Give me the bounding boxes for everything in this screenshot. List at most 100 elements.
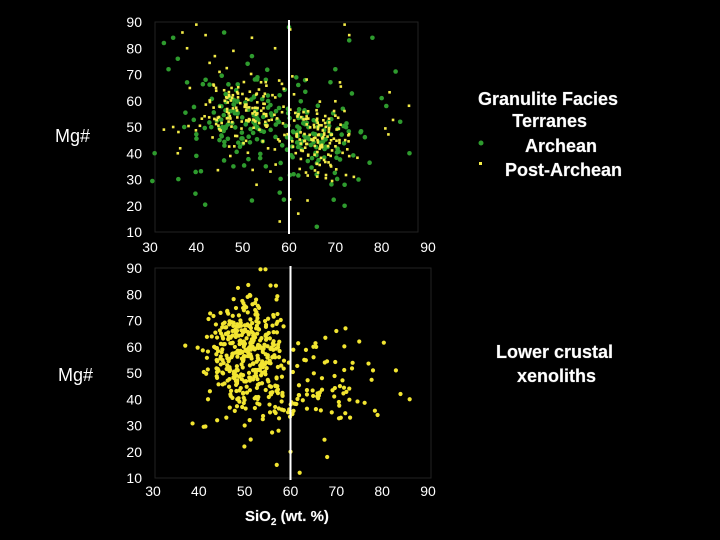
- data-point: [314, 136, 317, 140]
- data-point: [327, 130, 331, 134]
- data-point: [347, 140, 350, 143]
- data-point: [291, 145, 295, 148]
- data-point: [329, 165, 333, 168]
- data-point: [258, 363, 263, 368]
- data-point: [310, 388, 315, 393]
- data-point: [235, 134, 239, 138]
- data-point: [407, 150, 412, 156]
- data-point: [334, 99, 337, 103]
- data-point: [234, 404, 240, 409]
- data-point: [268, 127, 273, 133]
- data-point: [346, 38, 352, 43]
- data-point: [306, 109, 310, 113]
- data-point: [276, 355, 282, 360]
- y-tick-label: 90: [126, 260, 142, 276]
- data-point: [246, 332, 251, 337]
- data-point: [214, 370, 220, 375]
- data-point: [298, 167, 302, 171]
- data-point: [223, 325, 228, 330]
- data-point: [213, 322, 218, 327]
- data-point: [278, 317, 283, 323]
- data-point: [260, 349, 265, 355]
- data-point: [305, 378, 310, 383]
- data-point: [280, 390, 285, 395]
- data-point: [362, 134, 368, 140]
- data-point: [271, 93, 274, 97]
- data-point: [232, 408, 237, 414]
- data-point: [347, 133, 350, 137]
- data-point: [222, 139, 227, 145]
- data-point: [318, 408, 323, 413]
- data-point: [263, 102, 266, 106]
- data-point: [243, 354, 248, 359]
- data-point: [224, 415, 229, 420]
- data-point: [268, 361, 273, 366]
- data-point: [233, 334, 238, 340]
- data-point: [239, 332, 244, 338]
- data-point: [247, 353, 252, 358]
- data-point: [249, 198, 255, 203]
- data-point: [214, 86, 218, 90]
- data-point: [302, 110, 305, 114]
- data-point: [276, 428, 281, 433]
- data-point: [204, 355, 209, 360]
- data-point: [231, 107, 235, 110]
- data-point: [355, 399, 360, 404]
- y-axis-label-top: Mg#: [55, 126, 90, 146]
- data-point: [242, 423, 247, 428]
- data-point: [220, 321, 226, 327]
- data-point: [264, 120, 267, 124]
- data-point: [214, 122, 218, 126]
- data-point: [241, 400, 246, 406]
- data-point: [266, 147, 270, 150]
- data-point: [233, 327, 238, 332]
- data-point: [272, 353, 277, 358]
- data-point: [316, 150, 319, 154]
- data-point: [276, 138, 280, 141]
- plot-frame-bottom: [154, 267, 432, 479]
- data-point: [342, 203, 347, 209]
- data-point: [311, 371, 316, 376]
- data-point: [303, 139, 307, 143]
- y-tick-label: 70: [126, 313, 142, 329]
- data-point: [268, 283, 273, 288]
- data-point: [255, 312, 260, 317]
- data-point: [231, 323, 236, 329]
- data-point: [236, 116, 239, 119]
- data-point: [253, 110, 256, 114]
- panel-top: 90 80 70 60 50 40 30 20 10 30 40 50 60 70 80 90 Mg# Gr…: [55, 14, 622, 255]
- data-point: [187, 124, 190, 128]
- data-point: [245, 119, 248, 122]
- data-point: [225, 308, 230, 313]
- data-point: [305, 123, 309, 126]
- data-point: [232, 49, 235, 53]
- data-point: [230, 120, 234, 124]
- data-point: [296, 173, 301, 178]
- data-point: [275, 387, 281, 392]
- data-point: [292, 93, 296, 96]
- data-point: [347, 386, 352, 391]
- data-point: [301, 149, 305, 153]
- data-point: [313, 341, 318, 346]
- data-point: [227, 112, 230, 115]
- data-point: [384, 127, 387, 130]
- data-point: [279, 363, 284, 368]
- data-point: [339, 123, 342, 126]
- data-point: [299, 115, 303, 119]
- data-point: [313, 169, 317, 172]
- data-point: [265, 105, 271, 110]
- data-point: [263, 332, 269, 337]
- data-point: [219, 129, 222, 132]
- data-point: [295, 135, 299, 138]
- data-point: [291, 347, 296, 352]
- data-point: [224, 366, 229, 372]
- data-point: [242, 342, 247, 347]
- data-point: [234, 364, 239, 369]
- data-point: [264, 112, 268, 116]
- data-point: [243, 379, 248, 384]
- data-point: [327, 153, 330, 156]
- data-point: [281, 408, 286, 413]
- data-point: [246, 370, 252, 375]
- data-point: [333, 66, 338, 72]
- data-point: [289, 108, 292, 112]
